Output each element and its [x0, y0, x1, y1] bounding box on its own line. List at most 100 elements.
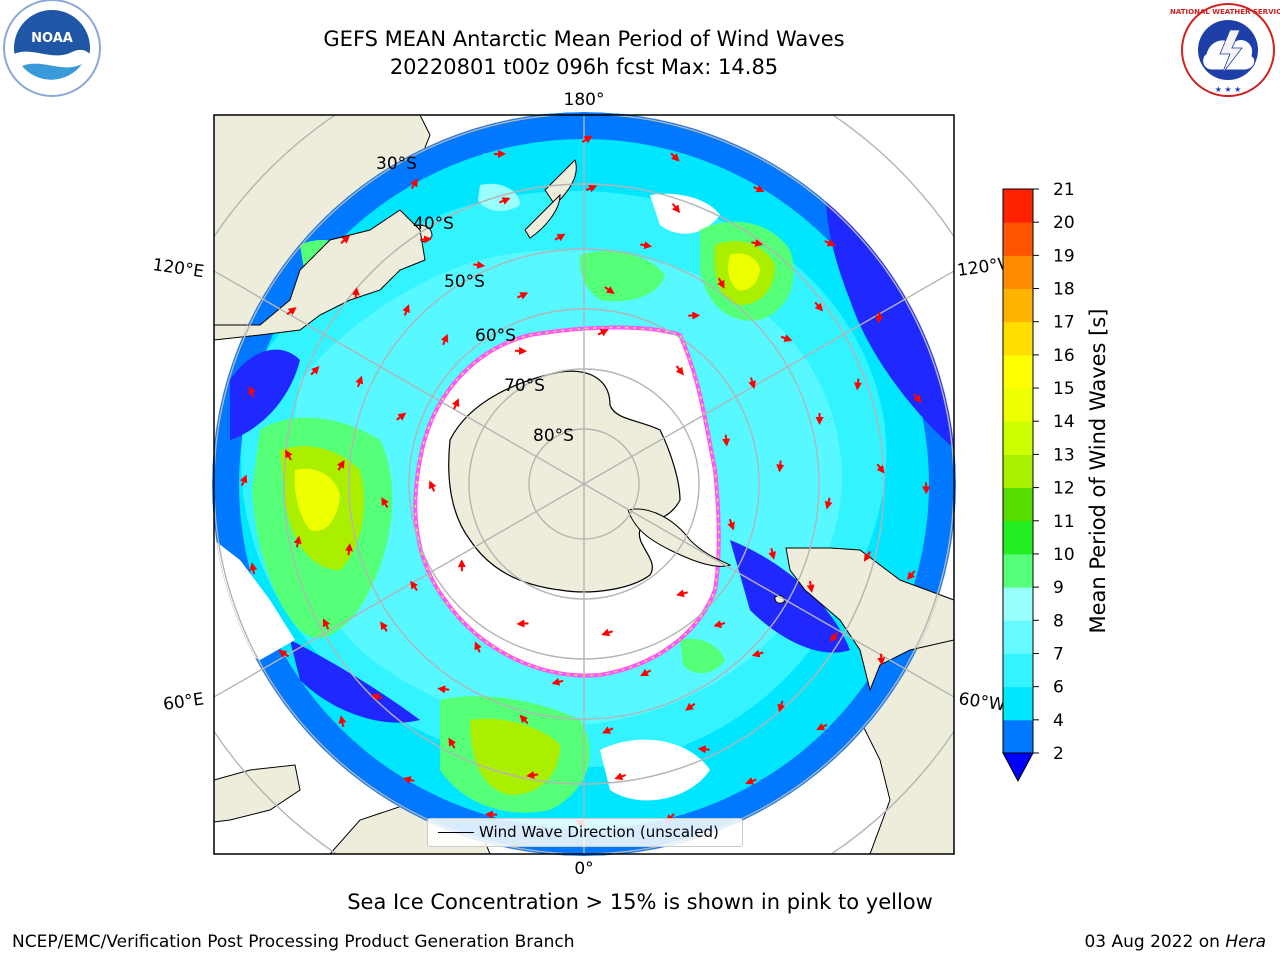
- wave-direction-arrow: [322, 618, 331, 630]
- wave-direction-arrow: [345, 543, 353, 556]
- colorbar-tick-label: 8: [1053, 611, 1064, 631]
- wave-direction-arrow: [601, 628, 613, 637]
- wave-direction-arrow: [519, 714, 529, 725]
- wave-direction-arrow: [640, 241, 653, 250]
- lon-label-bottom: 0°: [574, 859, 593, 879]
- colorbar-bin: [1003, 553, 1033, 588]
- wave-direction-arrow: [722, 434, 731, 447]
- wave-direction-arrow: [485, 810, 498, 819]
- lon-label-top: 180°: [564, 90, 605, 110]
- wave-direction-arrow: [780, 334, 793, 342]
- wave-direction-arrow: [776, 460, 785, 473]
- colorbar-bin: [1003, 487, 1033, 522]
- footer-machine: Hera: [1225, 932, 1266, 952]
- wave-direction-arrow: [602, 726, 614, 734]
- wave-direction-arrow: [751, 239, 764, 247]
- colorbar-bin: [1003, 354, 1033, 389]
- colorbar-bin: [1003, 686, 1033, 721]
- wave-direction-arrow: [381, 497, 389, 508]
- colorbar-bin: [1003, 454, 1033, 489]
- wave-direction-arrow: [727, 518, 735, 531]
- legend-line-swatch: [438, 832, 474, 833]
- wave-direction-arrow: [670, 152, 680, 162]
- wave-direction-arrow: [410, 178, 418, 190]
- footer-date: 03 Aug 2022 on Hera: [1084, 932, 1266, 952]
- wave-direction-arrow: [777, 700, 786, 713]
- wave-direction-arrow: [355, 375, 364, 388]
- wave-direction-arrow: [906, 570, 916, 581]
- wave-direction-arrow: [516, 292, 529, 300]
- wave-direction-arrow: [816, 722, 828, 731]
- wave-direction-arrow: [875, 311, 884, 324]
- colorbar-tick-label: 10: [1053, 545, 1075, 565]
- wave-direction-arrow: [597, 329, 609, 337]
- colorbar-bin: [1003, 288, 1033, 323]
- lon-label-upper-left: 120°E: [151, 255, 205, 282]
- wind-wave-direction-arrows: [239, 135, 931, 828]
- colorbar-tick-label: 2: [1053, 744, 1064, 764]
- wave-direction-arrow: [806, 580, 815, 593]
- svg-text:★ ★ ★: ★ ★ ★: [1215, 85, 1242, 94]
- wave-direction-arrow: [402, 304, 410, 316]
- wave-direction-arrow: [675, 365, 684, 376]
- lat-label-30s: 30°S: [376, 154, 417, 174]
- colorbar-tick-label: 18: [1053, 280, 1075, 300]
- lat-label-80s: 80°S: [533, 426, 574, 446]
- wave-direction-arrow: [351, 287, 360, 300]
- wave-direction-arrow: [451, 398, 460, 410]
- wave-direction-arrow: [428, 480, 437, 492]
- colorbar-bin: [1003, 520, 1033, 555]
- colorbar-label: Mean Period of Wind Waves [s]: [1086, 309, 1110, 634]
- wave-direction-arrow: [396, 412, 407, 421]
- wave-direction-arrow: [753, 184, 765, 193]
- lat-label-70s: 70°S: [504, 376, 545, 396]
- footer-date-text: 03 Aug 2022 on: [1084, 932, 1226, 952]
- wave-direction-arrow: [581, 135, 593, 144]
- wave-direction-arrow: [437, 685, 450, 694]
- noaa-logo: NOAA: [3, 0, 101, 97]
- wave-direction-arrow: [604, 286, 615, 294]
- graticule: [214, 115, 954, 854]
- colorbar-bin: [1003, 222, 1033, 256]
- wave-direction-arrow: [854, 378, 862, 391]
- colorbar-bin: [1003, 321, 1033, 356]
- wave-direction-arrow: [876, 463, 885, 474]
- wave-direction-arrow: [337, 459, 345, 471]
- legend-label: Wind Wave Direction (unscaled): [479, 823, 719, 841]
- colorbar-bin: [1003, 587, 1033, 621]
- colorbar-tick-label: 19: [1053, 246, 1075, 266]
- latitude-labels: 30°S 40°S 50°S 60°S 70°S 80°S: [376, 154, 574, 446]
- colorbar-tick-label: 20: [1053, 213, 1075, 233]
- wave-direction-arrow: [310, 366, 320, 376]
- colorbar-tick-label: 11: [1053, 512, 1075, 532]
- sea-ice-note: Sea Ice Concentration > 15% is shown in …: [347, 890, 933, 914]
- map-panel: [212, 112, 956, 856]
- wave-direction-arrow: [248, 385, 256, 398]
- colorbar-bin: [1003, 189, 1033, 223]
- colorbar-bin: [1003, 388, 1033, 422]
- wave-direction-arrow: [585, 184, 598, 193]
- wave-direction-arrow: [278, 650, 290, 658]
- wave-direction-arrow: [285, 449, 293, 461]
- wave-direction-arrow: [814, 301, 824, 312]
- colorbar-tick-label: 9: [1053, 578, 1064, 598]
- wave-direction-arrow: [474, 641, 482, 653]
- colorbar-tick-label: 6: [1053, 678, 1064, 698]
- wave-direction-arrow: [745, 777, 757, 785]
- colorbar-bin: [1003, 255, 1033, 290]
- colorbar-tick-label: 4: [1053, 711, 1064, 731]
- wave-direction-arrow: [676, 589, 688, 598]
- wave-direction-arrow: [440, 333, 449, 346]
- wave-direction-arrow: [554, 233, 566, 242]
- colorbar-bin: [1003, 421, 1033, 455]
- colorbar-bin: [1003, 719, 1033, 754]
- wave-direction-arrow: [448, 737, 456, 749]
- figure-title: GEFS MEAN Antarctic Mean Period of Wind …: [323, 27, 845, 51]
- colorbar-tick-label: 16: [1053, 346, 1075, 366]
- wave-direction-arrow: [748, 377, 756, 390]
- colorbar-bin: [1003, 653, 1033, 688]
- colorbar: 2 4 6 7 8 9 10 11 12 13 14 15 16 17 18 19 20 21 Mean Peri…: [1002, 180, 1110, 783]
- lon-label-lower-left: 60°E: [162, 689, 205, 714]
- colorbar-tick-label: 15: [1053, 379, 1075, 399]
